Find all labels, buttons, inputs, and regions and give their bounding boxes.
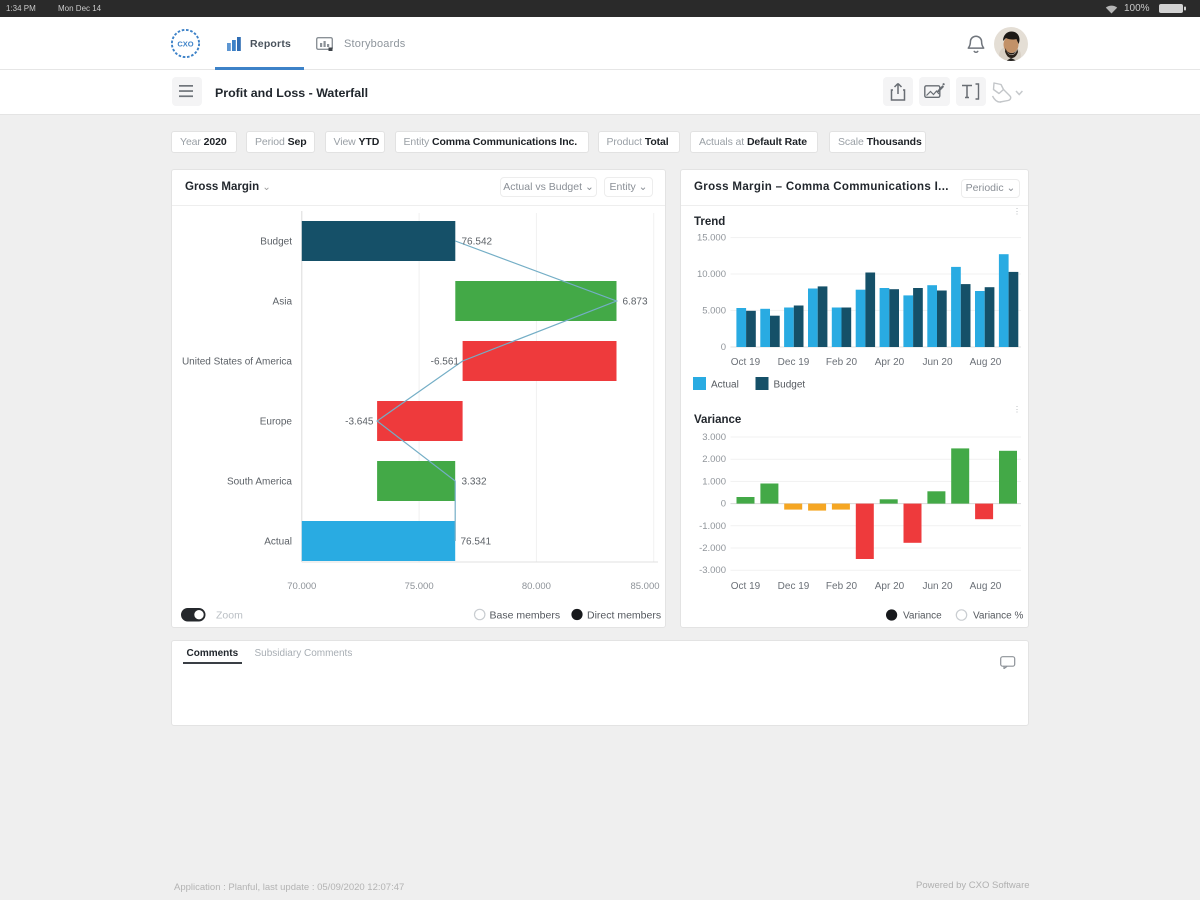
svg-text:Direct members: Direct members [587, 610, 661, 622]
svg-text:Asia: Asia [273, 297, 293, 308]
svg-text:Feb 20: Feb 20 [826, 581, 858, 592]
svg-text:Apr 20: Apr 20 [875, 357, 905, 368]
svg-text:85.000: 85.000 [630, 581, 659, 592]
svg-text:80.000: 80.000 [522, 581, 551, 592]
svg-text:-3.000: -3.000 [699, 565, 726, 576]
svg-text:United States of America: United States of America [182, 357, 292, 368]
svg-text:0: 0 [721, 499, 726, 510]
svg-text:Variance: Variance [694, 414, 741, 426]
svg-text:Actual: Actual [711, 380, 739, 391]
svg-text:Oct 19: Oct 19 [731, 581, 761, 592]
svg-text:3.000: 3.000 [702, 432, 726, 443]
svg-text:Jun 20: Jun 20 [922, 357, 952, 368]
svg-text:⋮: ⋮ [1013, 207, 1021, 216]
svg-text:10.000: 10.000 [697, 269, 726, 280]
svg-text:Apr 20: Apr 20 [875, 581, 905, 592]
svg-text:Zoom: Zoom [216, 610, 243, 622]
svg-text:-6.561: -6.561 [431, 357, 460, 368]
svg-text:Trend: Trend [694, 216, 725, 228]
svg-text:76.541: 76.541 [461, 537, 492, 548]
svg-text:Budget: Budget [260, 237, 292, 248]
svg-text:3.332: 3.332 [462, 477, 487, 488]
svg-text:Europe: Europe [260, 417, 293, 428]
svg-text:2.000: 2.000 [702, 454, 726, 465]
svg-text:Oct 19: Oct 19 [731, 357, 761, 368]
svg-text:Variance: Variance [903, 611, 942, 622]
svg-text:75.000: 75.000 [405, 581, 434, 592]
svg-text:-2.000: -2.000 [699, 543, 726, 554]
svg-text:15.000: 15.000 [697, 233, 726, 244]
svg-text:Jun 20: Jun 20 [922, 581, 952, 592]
svg-text:Base members: Base members [490, 610, 561, 622]
svg-text:⋮: ⋮ [1013, 405, 1021, 414]
svg-text:70.000: 70.000 [287, 581, 316, 592]
svg-text:CXO: CXO [177, 39, 193, 48]
svg-text:Dec 19: Dec 19 [778, 581, 810, 592]
svg-text:Feb 20: Feb 20 [826, 357, 858, 368]
svg-text:6.873: 6.873 [623, 297, 648, 308]
svg-text:Dec 19: Dec 19 [778, 357, 810, 368]
svg-text:-1.000: -1.000 [699, 521, 726, 532]
svg-text:Aug 20: Aug 20 [970, 581, 1002, 592]
svg-text:-3.645: -3.645 [345, 417, 374, 428]
svg-text:Actual: Actual [264, 537, 292, 548]
svg-text:1.000: 1.000 [702, 476, 726, 487]
svg-text:5.000: 5.000 [702, 305, 726, 316]
svg-text:Variance %: Variance % [973, 611, 1024, 622]
svg-text:76.542: 76.542 [462, 237, 493, 248]
svg-text:South America: South America [227, 477, 292, 488]
svg-text:Aug 20: Aug 20 [970, 357, 1002, 368]
svg-text:0: 0 [721, 342, 726, 353]
svg-text:Budget: Budget [774, 380, 806, 391]
